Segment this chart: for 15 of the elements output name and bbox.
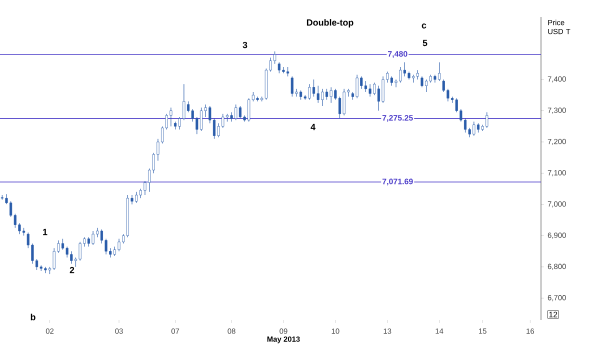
annotation: 4 [310,124,316,130]
candlestick [420,76,424,88]
annotation: 1 [43,228,48,236]
annotation: 3 [242,42,248,48]
candlestick [325,88,328,100]
annotation: c [422,24,426,28]
candlestick [87,236,90,247]
candlestick [61,238,64,250]
annotation: 2 [70,266,74,274]
candlestick [476,122,480,133]
annotation: b [30,314,36,320]
annotation: 5 [422,40,428,46]
chart-title: Double-top [306,19,354,28]
candlestick [416,70,419,80]
candlestick [200,107,203,132]
